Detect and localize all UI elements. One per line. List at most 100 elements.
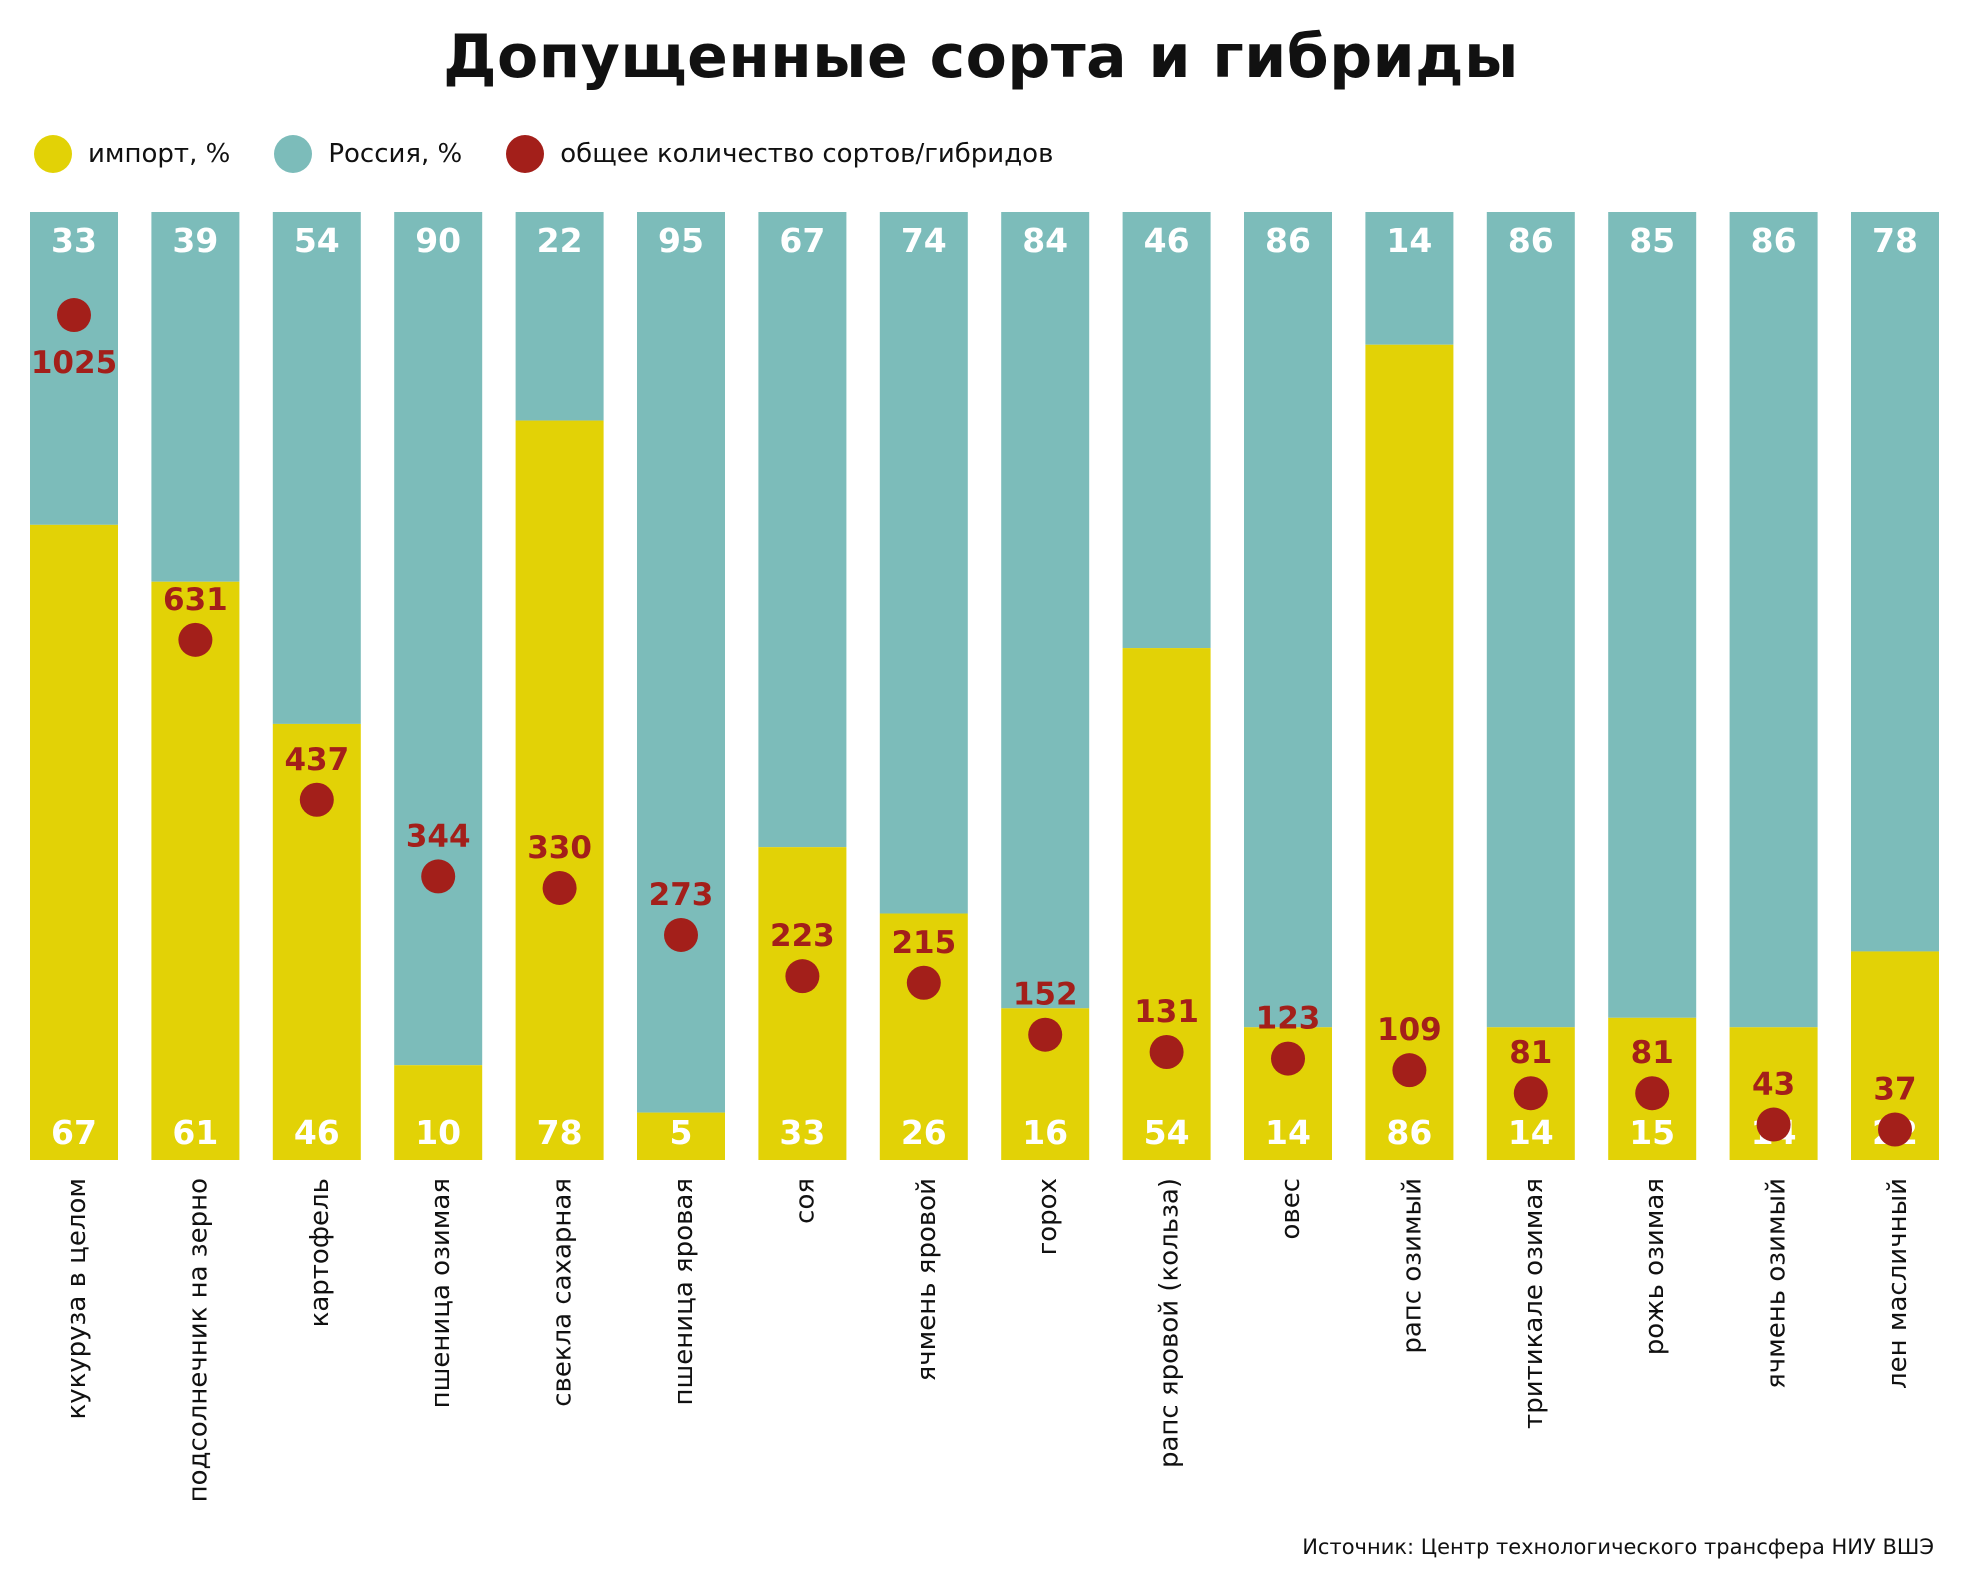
label-total: 123 (1256, 1001, 1321, 1037)
category-label: ячмень озимый (1762, 1178, 1792, 1389)
label-total: 152 (1013, 977, 1078, 1013)
bar-russia (1365, 212, 1454, 345)
bar-russia (1851, 212, 1939, 952)
bar-russia (879, 212, 968, 914)
category-label: рапс озимый (1397, 1178, 1427, 1354)
bar-russia (515, 212, 604, 421)
category-label: горох (1033, 1178, 1063, 1255)
label-russia: 54 (294, 221, 340, 260)
category-label: овес (1276, 1178, 1306, 1240)
total-dot (664, 917, 698, 952)
bar-russia (758, 212, 847, 848)
label-import: 5 (670, 1113, 693, 1152)
total-dot (57, 298, 91, 333)
label-import: 14 (1265, 1113, 1311, 1152)
label-total: 131 (1134, 994, 1199, 1030)
label-import: 33 (779, 1113, 825, 1152)
bar-russia (151, 212, 240, 582)
label-total: 37 (1873, 1071, 1916, 1107)
total-dot (1756, 1107, 1791, 1142)
label-russia: 39 (172, 221, 218, 260)
category-label: соя (790, 1178, 820, 1224)
total-dot (1392, 1053, 1427, 1088)
label-russia: 46 (1144, 221, 1190, 260)
category-label: свекла сахарная (548, 1178, 578, 1407)
label-import: 15 (1629, 1113, 1675, 1152)
bar-import (30, 524, 118, 1160)
label-russia: 95 (658, 221, 704, 260)
bar-import (151, 581, 240, 1160)
label-russia: 74 (901, 221, 947, 260)
category-label: лен масличный (1883, 1178, 1913, 1389)
label-russia: 90 (415, 221, 461, 260)
legend-label-import: импорт, % (88, 139, 231, 169)
label-import: 16 (1022, 1113, 1068, 1152)
legend-label-total: общее количество сортов/гибридов (560, 139, 1054, 169)
total-dot (178, 622, 213, 657)
label-total: 109 (1377, 1012, 1442, 1048)
bar-russia (1486, 212, 1575, 1028)
total-dot (1149, 1035, 1184, 1070)
label-russia: 85 (1629, 221, 1675, 260)
total-dot (1271, 1041, 1305, 1076)
legend-item-total: общее количество сортов/гибридов (506, 135, 1053, 173)
label-import: 78 (537, 1113, 583, 1152)
bar-russia (1729, 212, 1818, 1028)
category-label: тритикале озимая (1519, 1178, 1549, 1429)
legend-item-russia: Россия, % (274, 135, 462, 173)
legend-swatch-import (34, 135, 72, 173)
label-total: 223 (770, 918, 835, 954)
label-total: 437 (284, 742, 349, 778)
category-label: рапс яровой (кольза) (1155, 1178, 1185, 1468)
bar-import (515, 420, 604, 1160)
label-russia: 86 (1751, 221, 1797, 260)
label-total: 81 (1509, 1035, 1552, 1071)
category-label: пшеница яровая (669, 1178, 699, 1406)
total-dot (785, 959, 820, 994)
label-import: 61 (172, 1113, 218, 1152)
bar-import (637, 1112, 725, 1160)
bar-russia (272, 212, 361, 724)
label-total: 273 (649, 877, 714, 913)
bar-russia (1608, 212, 1697, 1018)
label-import: 86 (1386, 1113, 1432, 1152)
bar-import (394, 1065, 483, 1160)
label-russia: 33 (51, 221, 97, 260)
bar-russia (1001, 212, 1090, 1009)
label-total: 215 (891, 925, 956, 961)
bar-russia (637, 212, 725, 1113)
bar-import (1365, 344, 1454, 1161)
total-dot (542, 870, 577, 905)
category-label: картофель (305, 1178, 335, 1327)
category-label: пшеница озимая (426, 1178, 456, 1408)
legend-swatch-russia (274, 135, 313, 173)
bar-import (758, 847, 847, 1160)
label-import: 54 (1144, 1113, 1190, 1152)
source-note: Источник: Центр технологического трансфе… (1302, 1535, 1934, 1559)
total-dot (1878, 1112, 1912, 1147)
total-dot (421, 859, 456, 894)
label-import: 10 (415, 1113, 461, 1152)
label-total: 81 (1631, 1035, 1674, 1071)
bar-import (1122, 648, 1211, 1160)
label-russia: 84 (1022, 221, 1068, 260)
legend-swatch-total (506, 135, 545, 173)
label-total: 344 (406, 818, 471, 854)
bar-russia (394, 212, 483, 1066)
total-dot (299, 782, 334, 817)
category-label: рожь озимая (1640, 1178, 1670, 1355)
bar-russia (1244, 212, 1332, 1028)
total-dot (1513, 1076, 1548, 1111)
total-dot (1028, 1017, 1063, 1052)
bar-russia (30, 212, 118, 525)
category-label: ячмень яровой (912, 1178, 942, 1381)
label-import: 14 (1508, 1113, 1554, 1152)
label-import: 67 (51, 1113, 97, 1152)
legend-label-russia: Россия, % (328, 139, 463, 169)
label-total: 1025 (31, 345, 117, 381)
bar-russia (1122, 212, 1211, 649)
label-russia: 14 (1386, 221, 1432, 260)
category-label: подсолнечник на зерно (183, 1178, 213, 1502)
chart-title: Допущенные сорта и гибриды (443, 22, 1519, 92)
